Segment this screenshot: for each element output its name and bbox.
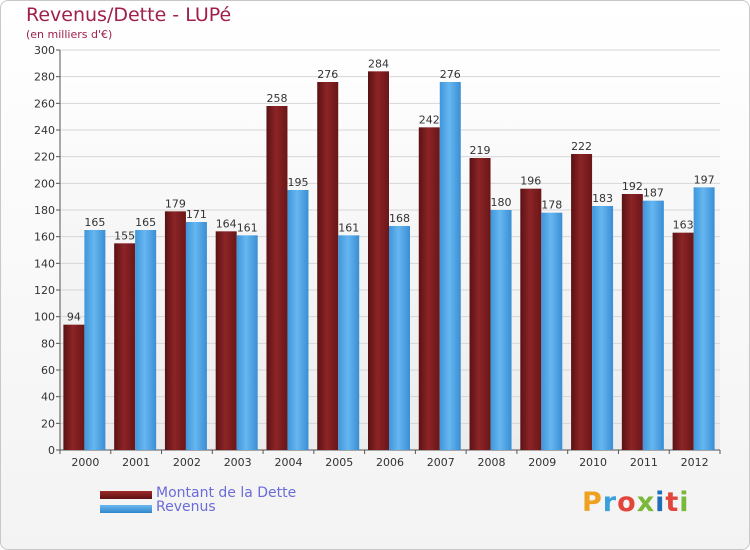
- x-tick-label: 2005: [325, 456, 353, 469]
- y-tick-label: 300: [34, 44, 55, 57]
- bar-debt: [571, 154, 593, 450]
- bar-debt: [164, 211, 186, 450]
- bar-debt: [266, 106, 288, 450]
- data-label-revenue: 183: [592, 192, 613, 205]
- y-tick-label: 100: [34, 311, 55, 324]
- bar-debt: [469, 158, 491, 450]
- legend-swatch-debt: [100, 491, 152, 499]
- proxiti-logo: Proxiti: [582, 487, 690, 518]
- x-tick-label: 2000: [71, 456, 99, 469]
- data-label-revenue: 178: [541, 199, 562, 212]
- bar-revenue: [287, 190, 309, 450]
- x-tick-label: 2007: [427, 456, 455, 469]
- bar-revenue: [541, 212, 563, 450]
- x-tick-label: 2010: [579, 456, 607, 469]
- x-tick-label: 2003: [224, 456, 252, 469]
- data-label-revenue: 197: [694, 173, 715, 186]
- bar-revenue: [135, 230, 157, 450]
- bar-revenue: [592, 206, 614, 450]
- data-label-revenue: 165: [84, 216, 105, 229]
- legend-label-revenue: Revenus: [156, 499, 216, 515]
- x-tick-label: 2012: [681, 456, 709, 469]
- y-tick-label: 40: [41, 391, 55, 404]
- data-label-debt: 94: [67, 311, 81, 324]
- y-tick-label: 160: [34, 231, 55, 244]
- data-label-debt: 163: [673, 219, 694, 232]
- data-label-debt: 242: [419, 113, 440, 126]
- data-label-debt: 276: [317, 68, 338, 81]
- y-tick-label: 60: [41, 364, 55, 377]
- bar-revenue: [84, 230, 106, 450]
- y-tick-label: 80: [41, 337, 55, 350]
- data-label-debt: 179: [165, 197, 186, 210]
- data-label-revenue: 168: [389, 212, 410, 225]
- data-label-debt: 258: [266, 92, 287, 105]
- bar-debt: [215, 231, 237, 450]
- bar-debt: [368, 71, 389, 450]
- bar-revenue: [236, 235, 258, 450]
- data-label-debt: 155: [114, 229, 135, 242]
- y-tick-label: 280: [34, 71, 55, 84]
- bar-debt: [621, 194, 643, 450]
- y-tick-label: 180: [34, 204, 55, 217]
- data-label-revenue: 161: [338, 221, 359, 234]
- bar-debt: [418, 127, 440, 450]
- legend-swatch-revenue: [100, 505, 152, 513]
- y-tick-label: 220: [34, 151, 55, 164]
- bar-debt: [114, 243, 136, 450]
- bar-revenue: [389, 226, 410, 450]
- bar-revenue: [338, 235, 360, 450]
- data-label-revenue: 165: [135, 216, 156, 229]
- bar-revenue: [185, 222, 207, 450]
- chart-subtitle: (en milliers d'€): [26, 28, 113, 41]
- x-tick-label: 2011: [630, 456, 658, 469]
- data-label-debt: 192: [622, 180, 643, 193]
- bar-debt: [317, 82, 339, 450]
- chart-title: Revenus/Dette - LUPé: [26, 4, 232, 26]
- bar-revenue: [439, 82, 461, 450]
- x-tick-label: 2002: [173, 456, 201, 469]
- data-label-revenue: 195: [287, 176, 308, 189]
- data-label-revenue: 187: [643, 187, 664, 200]
- data-label-debt: 219: [470, 144, 491, 157]
- data-label-debt: 222: [571, 140, 592, 153]
- bar-debt: [520, 188, 542, 450]
- data-label-revenue: 180: [491, 196, 512, 209]
- data-label-revenue: 276: [440, 68, 461, 81]
- x-tick-label: 2008: [478, 456, 506, 469]
- y-tick-label: 20: [41, 417, 55, 430]
- y-tick-label: 120: [34, 284, 55, 297]
- x-tick-label: 2004: [274, 456, 302, 469]
- y-tick-label: 140: [34, 257, 55, 270]
- bar-revenue: [642, 200, 664, 450]
- bar-revenue: [490, 210, 512, 450]
- y-tick-label: 0: [48, 444, 55, 457]
- x-tick-label: 2009: [528, 456, 556, 469]
- data-label-debt: 196: [520, 175, 541, 188]
- bar-revenue: [693, 187, 715, 451]
- y-tick-label: 200: [34, 177, 55, 190]
- bar-debt: [63, 324, 85, 450]
- data-label-revenue: 171: [186, 208, 207, 221]
- y-tick-label: 240: [34, 124, 55, 137]
- data-label-revenue: 161: [237, 221, 258, 234]
- bar-debt: [672, 232, 694, 450]
- y-tick-label: 260: [34, 97, 55, 110]
- data-label-debt: 164: [216, 217, 237, 230]
- x-tick-label: 2006: [376, 456, 404, 469]
- x-tick-label: 2001: [122, 456, 150, 469]
- data-label-debt: 284: [368, 57, 389, 70]
- legend-label-debt: Montant de la Dette: [156, 485, 297, 501]
